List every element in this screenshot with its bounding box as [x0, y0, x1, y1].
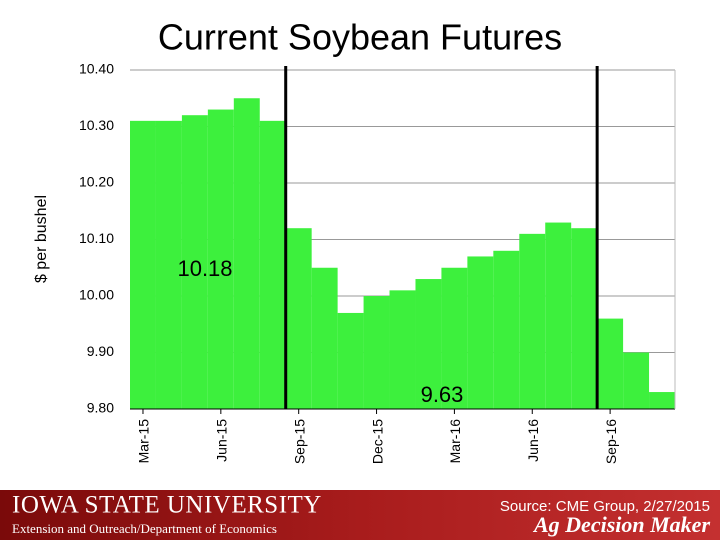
bar	[623, 352, 650, 409]
y-tick-label: 10.40	[79, 61, 114, 77]
bar	[363, 296, 390, 409]
y-tick-label: 10.10	[79, 230, 114, 246]
bar	[493, 250, 520, 409]
y-tick-label: 9.80	[87, 400, 114, 416]
x-tick-label: Mar-15	[136, 419, 152, 464]
chart-title: Current Soybean Futures	[158, 17, 562, 58]
bar	[311, 267, 338, 409]
bar	[389, 290, 416, 409]
bar	[285, 228, 312, 409]
y-tick-label: 9.90	[87, 343, 114, 359]
y-tick-label: 10.30	[79, 117, 114, 133]
x-tick-label: Sep-15	[291, 419, 307, 464]
bar	[155, 120, 182, 409]
bar	[259, 120, 286, 409]
bar	[649, 392, 675, 409]
bar	[545, 222, 572, 409]
bar	[519, 233, 546, 409]
bar	[571, 228, 598, 409]
bar	[233, 98, 260, 409]
plot-area: 9.80 9.90 10.00 10.10 10.20 10.30 10.40 Mar-15 J…	[79, 61, 676, 464]
department: Extension and Outreach/Department of Eco…	[12, 521, 277, 536]
y-axis-label: $ per bushel	[33, 195, 50, 283]
brand: Ag Decision Maker	[532, 512, 710, 537]
x-tick-label: Mar-16	[447, 419, 463, 464]
x-tick-label: Sep-16	[603, 419, 619, 464]
bar	[337, 312, 364, 409]
annotation: 10.18	[177, 256, 232, 281]
y-tick-label: 10.00	[79, 287, 114, 303]
bar	[415, 279, 442, 409]
footer-band	[0, 490, 720, 540]
university-name: IOWA STATE UNIVERSITY	[12, 492, 322, 519]
annotation: 9.63	[421, 382, 464, 407]
y-tick-label: 10.20	[79, 174, 114, 190]
bar	[207, 109, 234, 410]
x-tick-label: Jun-16	[525, 419, 541, 462]
x-tick-label: Dec-15	[369, 419, 385, 464]
bar	[181, 115, 208, 409]
bar	[130, 120, 156, 409]
x-tick-label: Jun-15	[214, 419, 230, 462]
bar	[597, 318, 624, 409]
source: Source: CME Group, 2/27/2015	[500, 498, 710, 515]
bar	[441, 267, 468, 409]
bar	[467, 256, 494, 409]
